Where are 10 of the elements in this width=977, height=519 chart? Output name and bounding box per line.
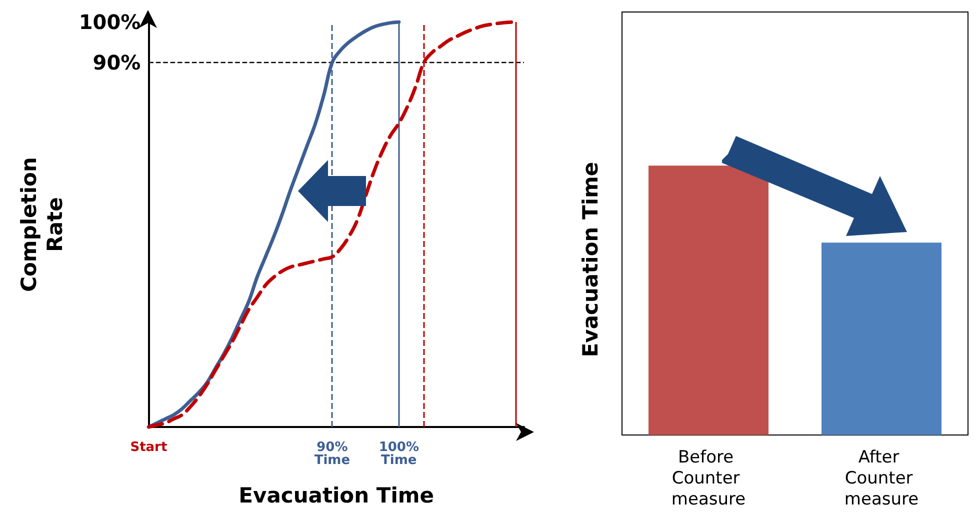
y-tick-label: 90% xyxy=(92,50,141,74)
y-tick-label: 100% xyxy=(78,10,141,34)
y-axis-title: Evacuation Time xyxy=(578,162,602,358)
y-axis-title: Completion Rate xyxy=(17,157,67,292)
x-tick-label: 90% Time xyxy=(314,440,350,468)
x-tick-label: Start xyxy=(130,440,168,455)
x-tick-label: Before Counter measure xyxy=(671,448,746,510)
x-tick-label: After Counter measure xyxy=(844,448,919,510)
x-tick-label: 100% Time xyxy=(378,440,419,468)
x-axis-title: Evacuation Time xyxy=(238,484,434,508)
